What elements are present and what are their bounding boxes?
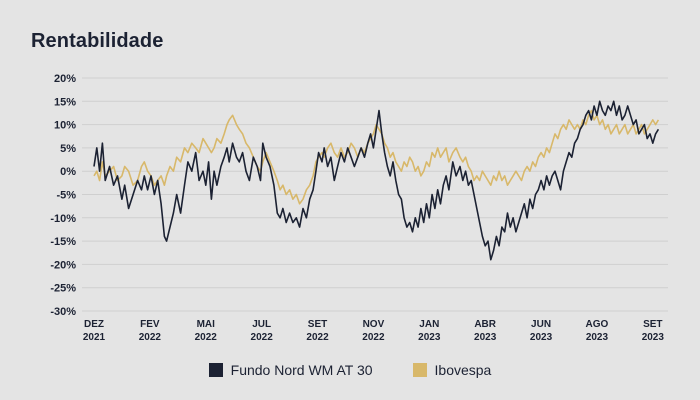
y-tick-label: -15%	[50, 236, 76, 248]
series-line-ibovespa	[93, 109, 660, 205]
y-tick-label: 15%	[54, 96, 76, 108]
x-tick-month: DEZ	[84, 319, 104, 330]
x-tick-year: 2023	[418, 332, 441, 343]
y-tick-label: 0%	[60, 166, 76, 178]
x-tick-year: 2022	[195, 332, 218, 343]
legend-label-fundo: Fundo Nord WM AT 30	[230, 362, 373, 378]
legend-item-fundo[interactable]: Fundo Nord WM AT 30	[208, 362, 373, 378]
gridlines	[82, 77, 668, 312]
y-tick-label: -20%	[50, 259, 76, 271]
x-tick-month: NOV	[363, 319, 385, 330]
x-tick-month: JUN	[531, 319, 551, 330]
y-tick-label: 20%	[54, 73, 76, 85]
chart-title: Rentabilidade	[31, 30, 164, 52]
x-tick-month: AGO	[586, 319, 609, 330]
x-tick-year: 2022	[362, 332, 385, 343]
x-tick-month: ABR	[474, 319, 496, 330]
x-tick-month: JAN	[419, 319, 439, 330]
x-axis: DEZ 2021 FEV 2022 MAI 2022 JUL 2022 SET 2022 NOV 20…	[83, 319, 665, 343]
x-tick-year: 2023	[642, 332, 665, 343]
x-tick-year: 2022	[306, 332, 329, 343]
x-tick-year: 2022	[139, 332, 162, 343]
y-tick-label: 10%	[54, 120, 76, 132]
legend-swatch-ibovespa	[412, 363, 427, 377]
legend-label-ibovespa: Ibovespa	[434, 362, 492, 378]
x-tick-month: SET	[308, 319, 327, 330]
y-tick-label: -30%	[50, 306, 76, 318]
y-tick-label: -5%	[56, 190, 76, 202]
series-line-fundo	[93, 100, 660, 261]
x-tick-year: 2021	[83, 332, 106, 343]
legend: Fundo Nord WM AT 30 Ibovespa	[0, 362, 700, 378]
y-tick-label: -10%	[50, 213, 76, 225]
x-tick-year: 2023	[530, 332, 553, 343]
x-tick-year: 2022	[251, 332, 274, 343]
y-axis: 20% 15% 10% 5% 0% -5% -10% -15% -20% -25% -30%	[50, 73, 76, 318]
series-lines	[93, 100, 660, 261]
x-tick-month: FEV	[140, 319, 160, 330]
y-tick-label: -25%	[50, 283, 76, 295]
x-tick-month: SET	[643, 319, 662, 330]
legend-swatch-fundo	[208, 363, 223, 377]
x-tick-year: 2023	[474, 332, 497, 343]
y-tick-label: 5%	[60, 143, 76, 155]
x-tick-year: 2023	[586, 332, 609, 343]
x-tick-month: JUL	[252, 319, 271, 330]
x-tick-month: MAI	[197, 319, 216, 330]
legend-item-ibovespa[interactable]: Ibovespa	[412, 362, 492, 378]
